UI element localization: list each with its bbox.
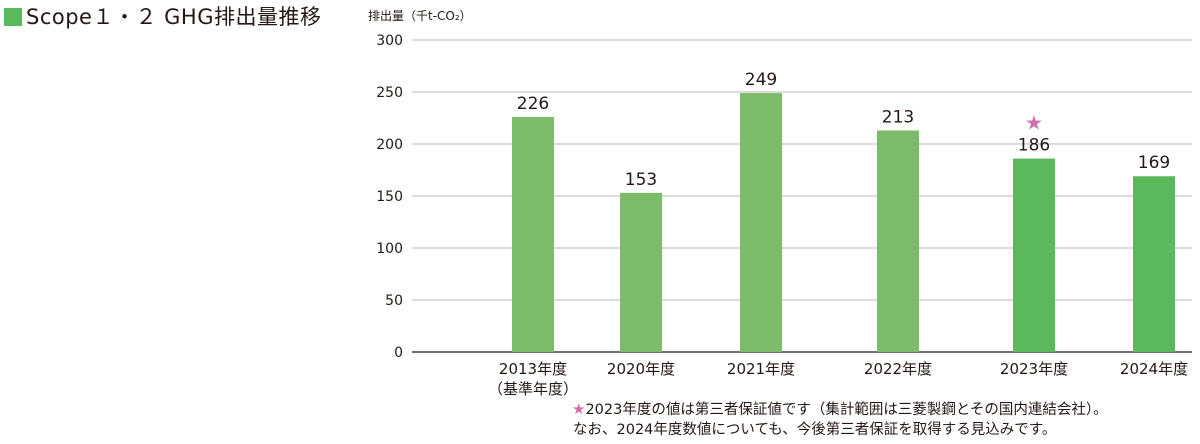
chart-title-text: Scope１・２ GHG排出量推移 — [26, 5, 322, 29]
bar — [877, 130, 919, 352]
x-tick-label: 2024年度 — [1120, 360, 1188, 378]
x-tick-label: 2020年度 — [607, 360, 675, 378]
footnote-line-2: なお、2024年度数値についても、今後第三者保証を取得する見込みです。 — [573, 422, 1057, 438]
data-label: 213 — [882, 107, 914, 127]
star-icon: ★ — [572, 400, 586, 418]
data-label: 169 — [1138, 153, 1170, 173]
y-tick-label: 100 — [376, 241, 403, 257]
chart-title: Scope１・２ GHG排出量推移 — [4, 4, 322, 30]
y-tick-label: 300 — [376, 33, 403, 49]
bar — [1013, 158, 1055, 352]
title-marker-icon — [4, 8, 22, 26]
bar — [620, 192, 662, 352]
data-label: 153 — [625, 170, 657, 190]
footnote-line-1: ★2023年度の値は第三者保証値です（集計範囲は三菱製鋼とその国内連結会社）。 — [572, 399, 1108, 420]
bar — [740, 93, 782, 352]
star-marker: ★ — [1025, 111, 1043, 135]
x-tick-label: 2013年度 — [499, 360, 567, 378]
y-axis-label: 排出量（千t-CO₂） — [368, 9, 472, 23]
y-tick-label: 0 — [394, 345, 403, 361]
x-tick-label: （基準年度） — [488, 380, 578, 398]
bar — [1133, 176, 1175, 352]
y-tick-label: 250 — [376, 85, 403, 101]
y-tick-label: 150 — [376, 189, 403, 205]
x-tick-label: 2022年度 — [864, 360, 932, 378]
footnote: ★2023年度の値は第三者保証値です（集計範囲は三菱製鋼とその国内連結会社）。 … — [572, 399, 1108, 440]
data-label: 249 — [745, 70, 777, 90]
y-tick-label: 50 — [385, 293, 403, 309]
x-tick-label: 2021年度 — [727, 360, 795, 378]
x-tick-label: 2023年度 — [1000, 360, 1068, 378]
data-label: 226 — [517, 94, 549, 114]
data-label: 186 — [1018, 136, 1050, 156]
y-tick-label: 200 — [376, 137, 403, 153]
bar — [512, 116, 554, 353]
footnote-line-1-text: 2023年度の値は第三者保証値です（集計範囲は三菱製鋼とその国内連結会社）。 — [585, 402, 1108, 418]
